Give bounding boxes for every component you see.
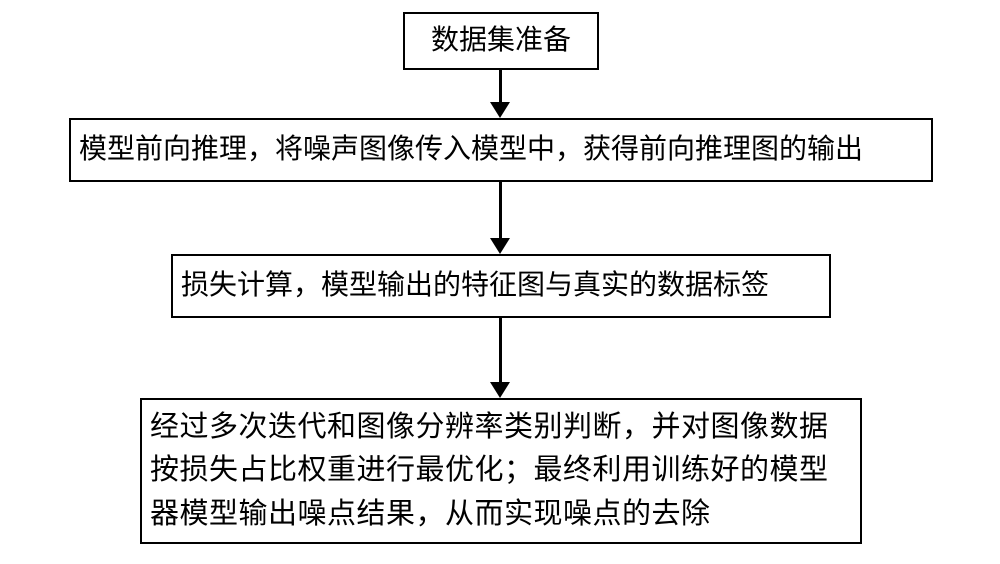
arrow-2-head: [490, 238, 510, 254]
flow-node-3: 损失计算，模型输出的特征图与真实的数据标签: [171, 254, 831, 318]
flow-node-2-label: 模型前向推理，将噪声图像传入模型中，获得前向推理图的输出: [71, 129, 931, 171]
arrow-1-head: [490, 102, 510, 118]
flow-node-3-label: 损失计算，模型输出的特征图与真实的数据标签: [173, 265, 829, 307]
arrow-3-line: [499, 318, 502, 384]
flow-node-1: 数据集准备: [403, 12, 599, 70]
arrow-1-line: [499, 70, 502, 104]
flow-node-1-label: 数据集准备: [405, 20, 597, 62]
flow-node-2: 模型前向推理，将噪声图像传入模型中，获得前向推理图的输出: [69, 118, 933, 182]
arrow-3-head: [490, 382, 510, 398]
flow-node-4-label: 经过多次迭代和图像分辨率类别判断，并对图像数据按损失占比权重进行最优化；最终利用…: [142, 406, 860, 537]
arrow-2-line: [499, 182, 502, 240]
flow-node-4: 经过多次迭代和图像分辨率类别判断，并对图像数据按损失占比权重进行最优化；最终利用…: [140, 398, 862, 544]
